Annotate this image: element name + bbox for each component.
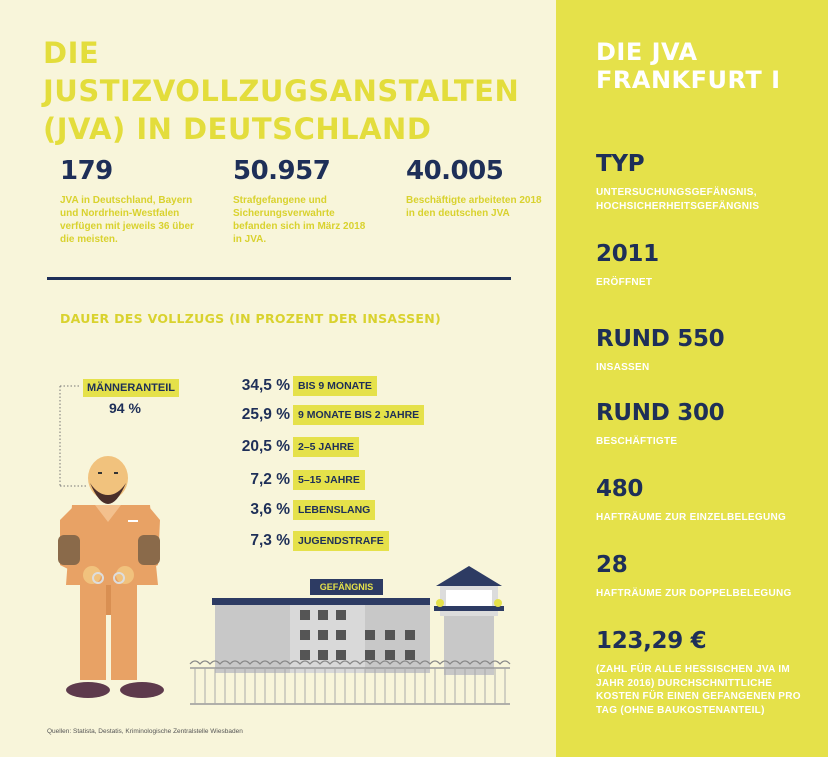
- stat-employees: 40.005 Beschäftigte arbeiteten 2018 in d…: [406, 156, 546, 220]
- fact-opened: 2011 ERÖFFNET: [596, 240, 811, 290]
- duration-label: JUGENDSTRAFE: [293, 531, 389, 551]
- duration-label: BIS 9 MONATE: [293, 376, 377, 396]
- duration-percent: 34,5 %: [241, 377, 290, 394]
- duration-row: 25,9 % 9 MONATE BIS 2 JAHRE: [200, 404, 425, 426]
- men-share-label: MÄNNERANTEIL: [83, 379, 179, 397]
- right-title: DIE JVA FRANKFURT I: [596, 38, 781, 94]
- divider: [47, 277, 511, 280]
- prison-building-icon: [189, 566, 511, 705]
- fact-value: 480: [596, 476, 644, 502]
- stat-jva-count: 179 JVA in Deutschland, Bayern und Nordr…: [60, 156, 200, 246]
- stat-description: JVA in Deutschland, Bayern und Nordrhein…: [60, 195, 194, 245]
- duration-percent: 20,5 %: [241, 438, 290, 455]
- duration-percent: 3,6 %: [250, 501, 290, 518]
- stat-prisoners: 50.957 Strafgefangene und Sicherungsverw…: [233, 156, 373, 246]
- fact-label: (ZAHL FÜR ALLE HESSISCHEN JVA IM JAHR 20…: [596, 664, 801, 716]
- prisoner-icon: [58, 456, 164, 698]
- fact-value: 28: [596, 552, 628, 578]
- duration-percent: 7,2 %: [250, 471, 290, 488]
- duration-percent: 7,3 %: [250, 532, 290, 549]
- prison-sign: GEFÄNGNIS: [319, 582, 374, 592]
- stat-description: Beschäftigte arbeiteten 2018 in den deut…: [406, 195, 542, 219]
- fact-value: TYP: [596, 151, 645, 177]
- fact-value: RUND 300: [596, 400, 725, 426]
- page-title: DIE JUSTIZVOLLZUGSANSTALTEN (JVA) IN DEU…: [43, 36, 520, 146]
- stat-value: 40.005: [406, 156, 504, 186]
- fact-single-cells: 480 HAFTRÄUME ZUR EINZELBELEGUNG: [596, 475, 811, 525]
- fact-label: INSASSEN: [596, 362, 650, 373]
- fact-inmates: RUND 550 INSASSEN: [596, 325, 811, 375]
- fact-daily-cost: 123,29 € (ZAHL FÜR ALLE HESSISCHEN JVA I…: [596, 627, 811, 717]
- duration-label: 2–5 JAHRE: [293, 437, 360, 457]
- fact-label: HAFTRÄUME ZUR EINZELBELEGUNG: [596, 512, 787, 523]
- fact-employees: RUND 300 BESCHÄFTIGTE: [596, 399, 811, 449]
- duration-row: 7,2 % 5–15 JAHRE: [200, 469, 365, 491]
- duration-row: 3,6 % LEBENSLANG: [200, 499, 376, 521]
- stat-description: Strafgefangene und Sicherungsverwahrte b…: [233, 195, 366, 245]
- right-title-line2: FRANKFURT I: [596, 66, 781, 94]
- right-panel: [556, 0, 828, 757]
- duration-row: 34,5 % BIS 9 MONATE: [200, 375, 377, 397]
- right-title-line1: DIE JVA: [596, 38, 698, 66]
- duration-row: 20,5 % 2–5 JAHRE: [200, 436, 360, 458]
- fact-label: ERÖFFNET: [596, 277, 653, 288]
- fact-label: HAFTRÄUME ZUR DOPPELBELEGUNG: [596, 588, 792, 599]
- duration-label: LEBENSLANG: [293, 500, 376, 520]
- men-share: MÄNNERANTEIL 94 %: [83, 376, 179, 416]
- stat-value: 179: [60, 156, 113, 186]
- duration-heading: DAUER DES VOLLZUGS (IN PROZENT DER INSAS…: [60, 311, 442, 326]
- fact-value: RUND 550: [596, 326, 725, 352]
- prison-illustration: [58, 385, 511, 705]
- fact-label: BESCHÄFTIGTE: [596, 436, 678, 447]
- duration-percent: 25,9 %: [241, 406, 290, 423]
- fact-double-cells: 28 HAFTRÄUME ZUR DOPPELBELEGUNG: [596, 551, 811, 601]
- duration-label: 9 MONATE BIS 2 JAHRE: [293, 405, 425, 425]
- duration-row: 7,3 % JUGENDSTRAFE: [200, 530, 389, 552]
- stat-value: 50.957: [233, 156, 331, 186]
- fact-type: TYP UNTERSUCHUNGSGEFÄNGNIS, HOCHSICHERHE…: [596, 150, 811, 213]
- duration-label: 5–15 JAHRE: [293, 470, 365, 490]
- source-note: Quellen: Statista, Destatis, Kriminologi…: [47, 728, 243, 735]
- fact-label: UNTERSUCHUNGSGEFÄNGNIS, HOCHSICHERHEITSG…: [596, 187, 760, 212]
- fact-value: 2011: [596, 241, 659, 267]
- fact-value: 123,29 €: [596, 628, 707, 654]
- men-share-value: 94 %: [109, 400, 141, 416]
